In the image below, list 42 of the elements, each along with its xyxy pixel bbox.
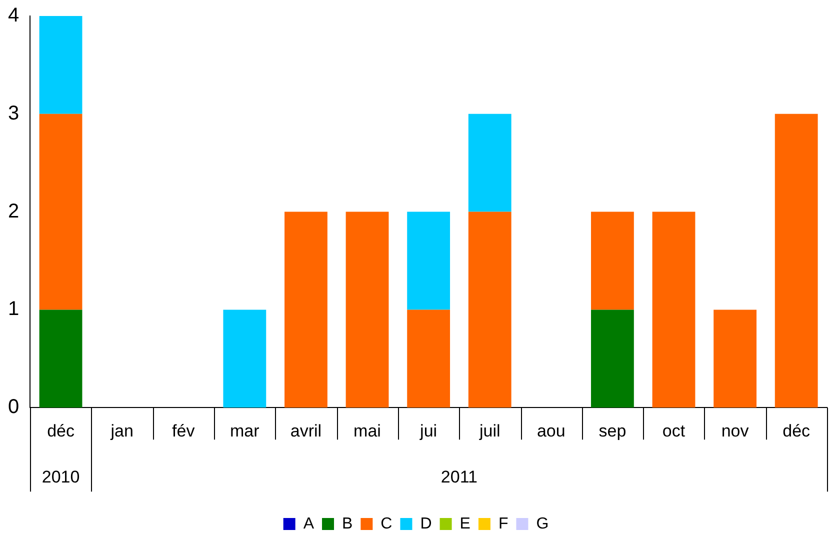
x-tick-label: fév xyxy=(172,421,196,440)
bar xyxy=(407,212,450,310)
bar xyxy=(774,114,818,408)
bar xyxy=(39,114,82,310)
x-tick-label: jan xyxy=(110,421,134,440)
bar xyxy=(223,310,266,408)
bar xyxy=(591,310,634,408)
x-tick-label: sep xyxy=(598,421,626,440)
bar xyxy=(714,310,757,408)
bar xyxy=(346,212,389,408)
bar xyxy=(284,212,328,408)
y-tick-label: 1 xyxy=(8,298,20,320)
y-tick-label: 4 xyxy=(8,4,20,27)
legend-label: F xyxy=(498,515,508,532)
x-tick-label: mar xyxy=(230,421,260,440)
y-tick-label: 3 xyxy=(8,102,20,124)
legend-label: A xyxy=(303,515,314,532)
bar xyxy=(39,16,82,114)
legend-label: D xyxy=(420,515,432,532)
bar xyxy=(591,212,634,310)
y-tick-label: 0 xyxy=(8,396,20,418)
bar xyxy=(652,212,696,408)
bar xyxy=(468,212,512,408)
legend-label: B xyxy=(342,515,353,532)
x-tick-label: juil xyxy=(478,421,500,440)
legend-label: C xyxy=(380,515,392,532)
y-tick-label: 2 xyxy=(8,200,20,222)
legend-label: E xyxy=(460,515,470,532)
x-tick-label: mai xyxy=(354,421,381,440)
legend-label: G xyxy=(536,515,549,532)
x-tick-label: déc xyxy=(782,421,811,440)
bar xyxy=(39,310,82,408)
x-tick-label: jui xyxy=(419,421,438,440)
x-tick-label: oct xyxy=(662,421,686,440)
x-tick-label: aou xyxy=(536,421,566,440)
x-tick-label: avril xyxy=(290,421,322,440)
text: 2010 xyxy=(42,467,80,486)
x-tick-label: déc xyxy=(47,421,75,440)
bar xyxy=(407,310,450,408)
x-tick-label: nov xyxy=(721,421,750,440)
text: 2011 xyxy=(440,467,478,486)
bar xyxy=(468,114,512,212)
